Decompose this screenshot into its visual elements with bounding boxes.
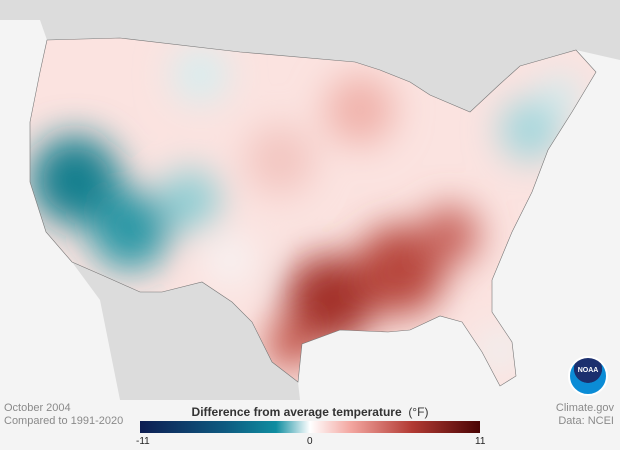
us-outline [29,37,597,387]
color-scale-bar [140,421,480,433]
source-label: Climate.gov [555,402,614,414]
baseline-label: Compared to 1991-2020 [4,415,124,427]
temperature-anomaly-map [0,0,620,400]
map-info: October 2004 Compared to 1991-2020 [4,402,123,428]
legend-min: -11 [136,436,150,447]
noaa-logo-text: NOAA [577,367,599,374]
legend-title-text: Difference from average temperature [191,405,402,419]
legend-unit: (°F) [408,405,429,419]
legend-mid: 0 [307,436,313,447]
mexico-landmass [72,262,300,400]
canada-landmass [0,0,620,112]
legend-title: Difference from average temperature (°F) [140,405,480,419]
noaa-logo: NOAA [568,356,608,396]
period-label: October 2004 [4,402,71,414]
data-label: Data: NCEI [558,415,614,427]
source-info: Climate.gov Data: NCEI [556,402,614,428]
legend-max: 11 [475,436,486,447]
